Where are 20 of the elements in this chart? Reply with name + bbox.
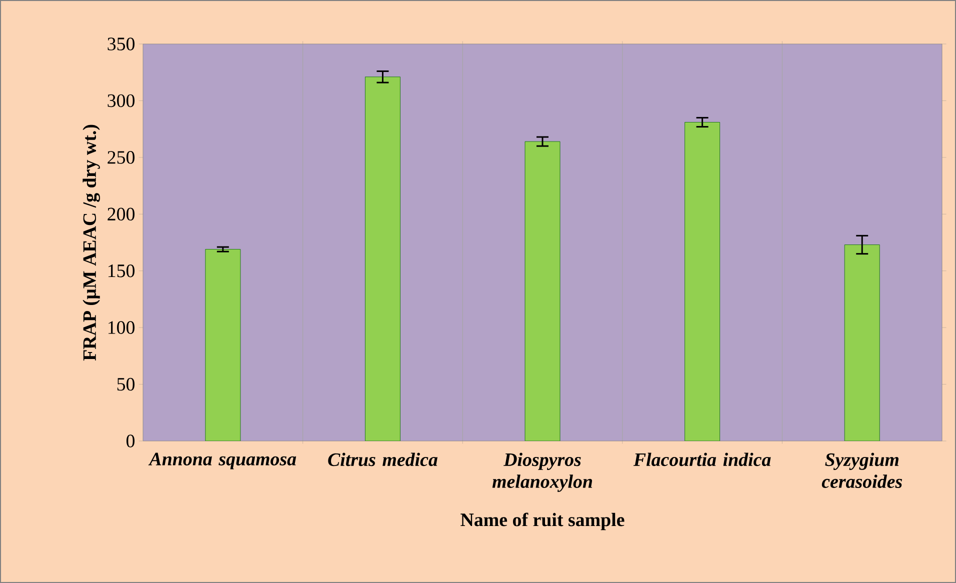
bar (524, 141, 560, 441)
y-tick-label: 300 (108, 94, 135, 108)
y-tick-label: 350 (108, 38, 135, 50)
y-tick-label: 200 (108, 208, 135, 221)
y-tick-label: 50 (117, 378, 135, 391)
bar (365, 76, 400, 441)
x-tick-label: Citrus medica (328, 452, 438, 466)
x-axis-title: Name of ruit sample (460, 512, 624, 530)
x-tick-label: Annona squamosa (148, 452, 296, 470)
bar (684, 122, 720, 441)
bar (844, 244, 880, 441)
y-tick-label: 100 (108, 321, 135, 334)
y-tick-label: 0 (126, 434, 135, 448)
x-tick-label: Flacourtia indica (633, 452, 771, 466)
y-tick-label: 150 (108, 264, 135, 278)
x-tick-label: Syzygium cerasoides (822, 452, 902, 488)
y-tick-label: 250 (108, 151, 135, 164)
y-axis-title: FRAP (µM AEAC /g dry wt.) (82, 124, 100, 361)
x-tick-label: Diospyros melanoxylon (492, 452, 592, 492)
bar (205, 249, 241, 441)
